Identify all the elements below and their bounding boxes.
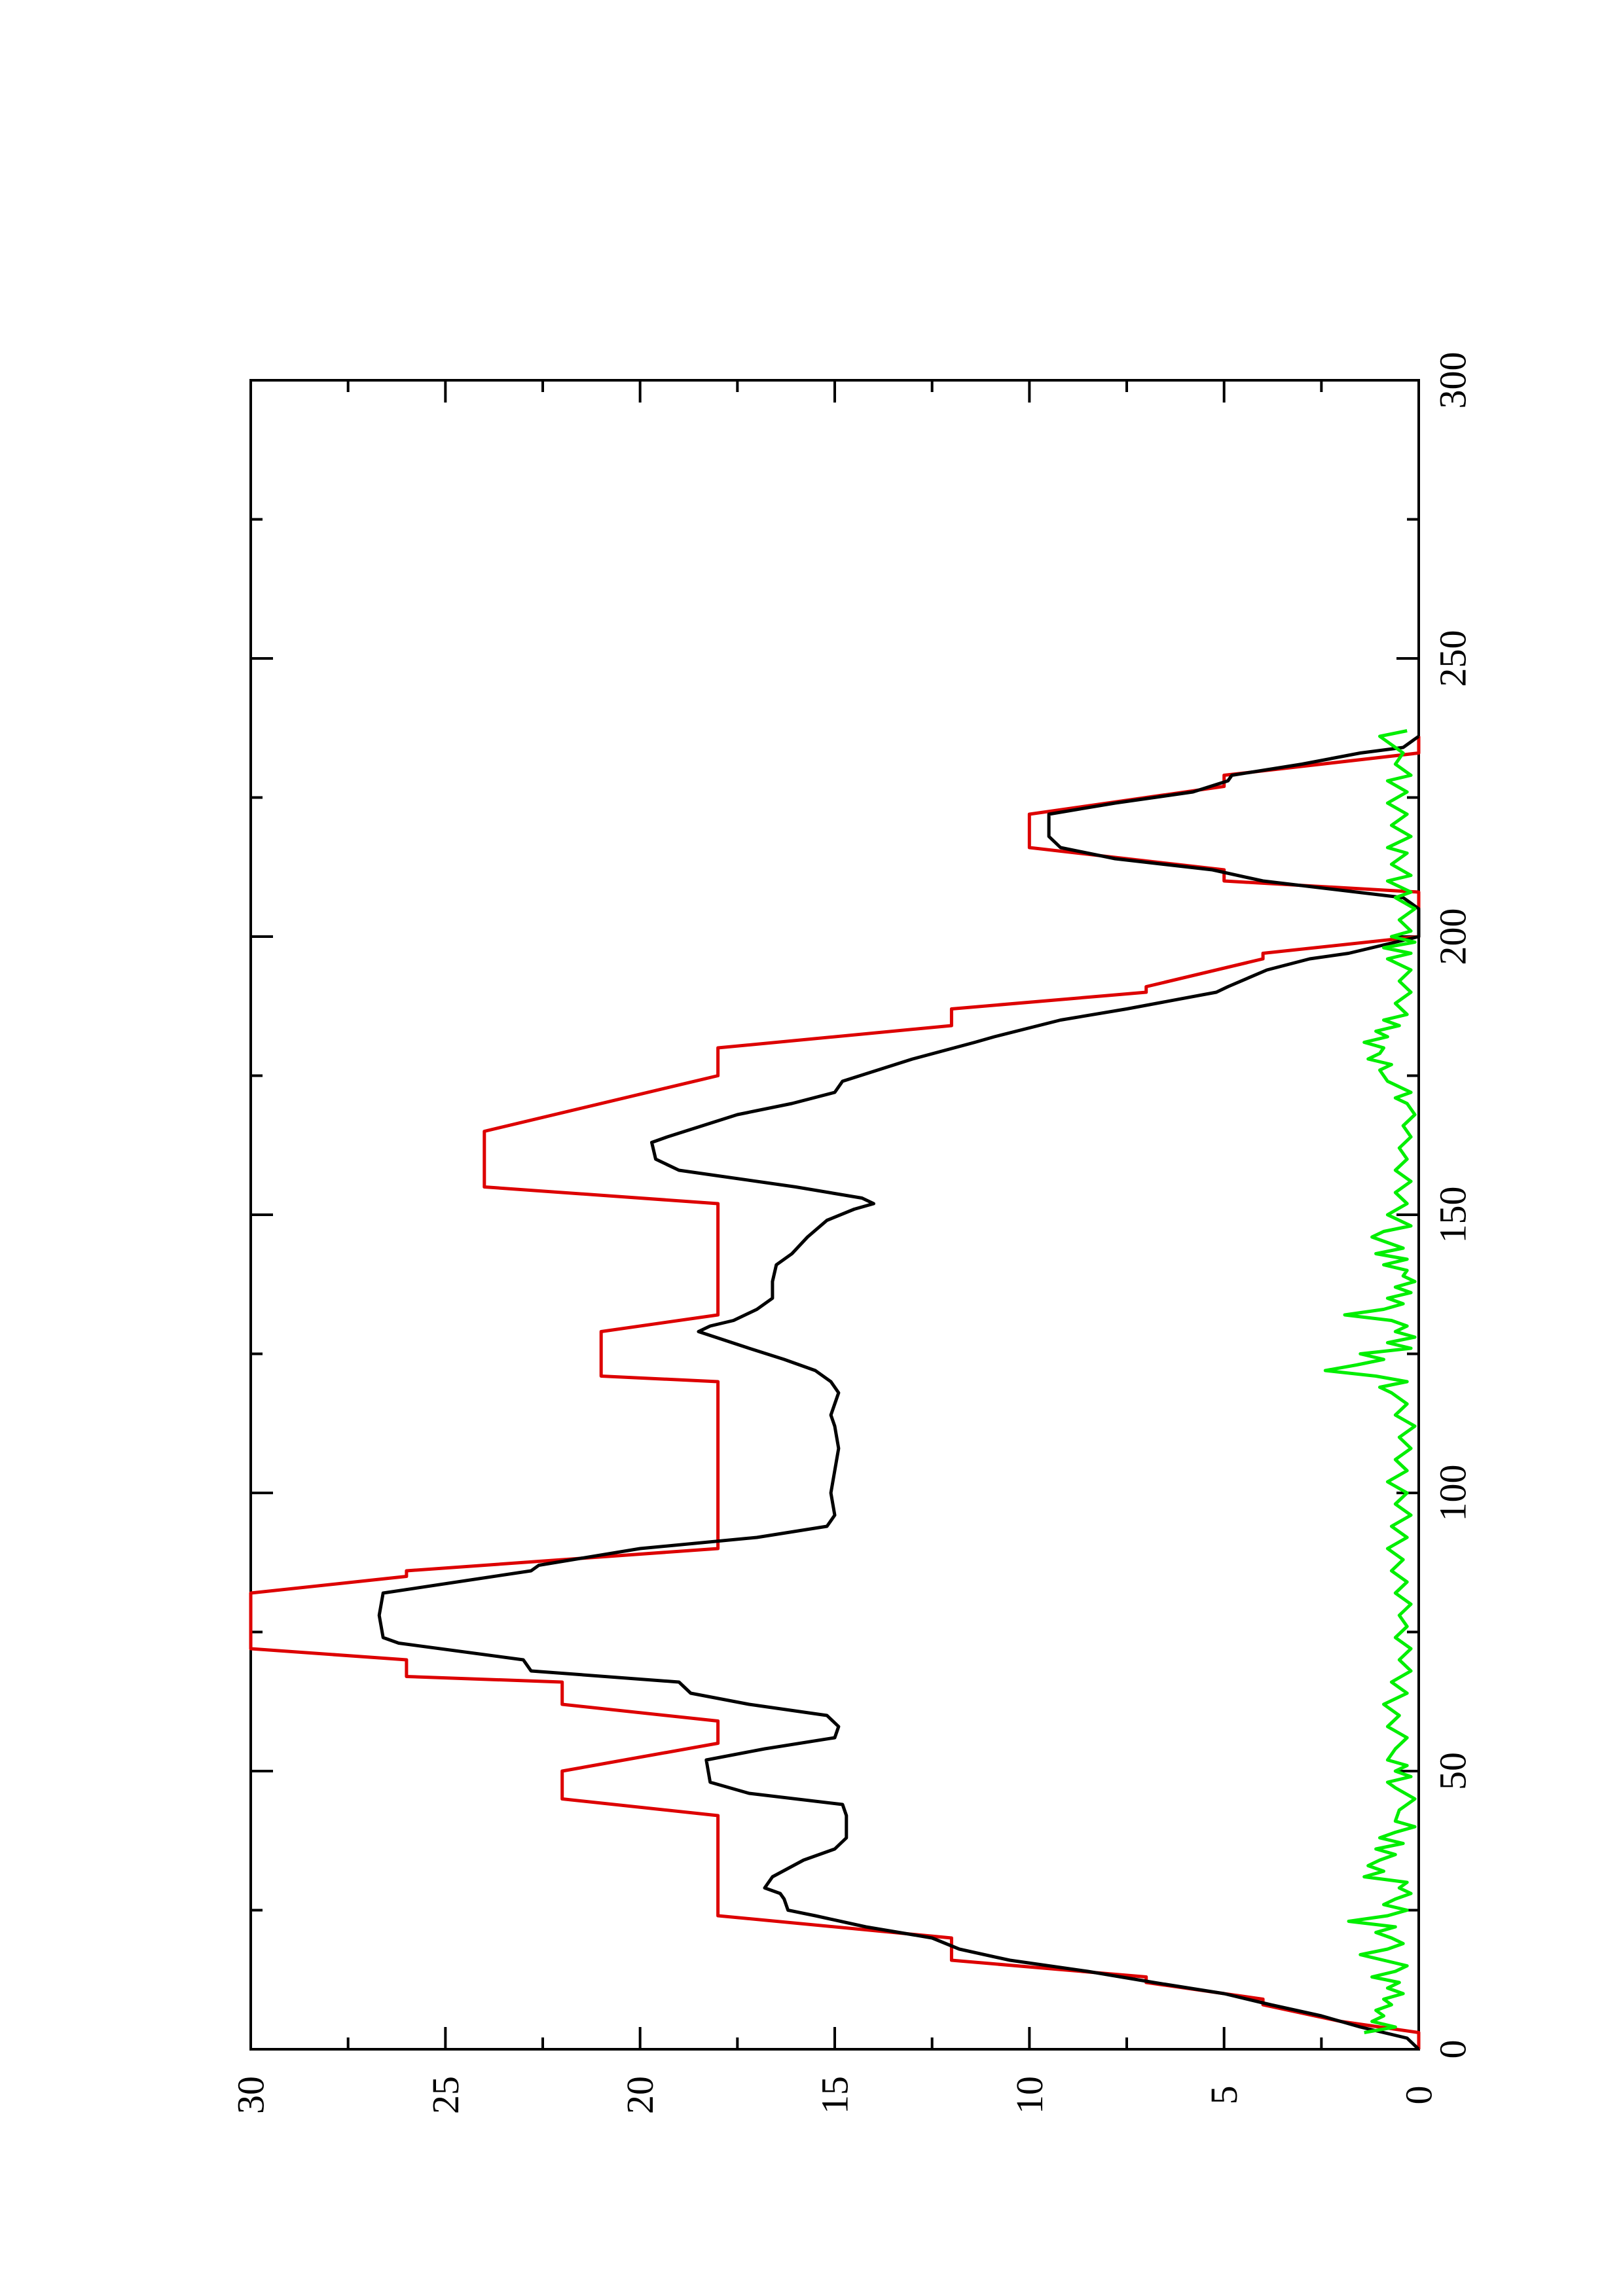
series-line-1 [249,736,1421,2049]
x-tick-label: 0 [1432,2040,1474,2059]
x-tick-label: 300 [1432,352,1474,409]
y-tick-label: 30 [230,2076,272,2114]
x-tick-label: 250 [1432,630,1474,687]
x-tick-label: 150 [1432,1187,1474,1244]
x-tick-label: 100 [1432,1465,1474,1522]
x-tick-label: 50 [1432,1752,1474,1790]
y-tick-label: 20 [619,2076,661,2114]
plot-area: 0 50 100 150 200 250 300 0 5 10 15 20 25 30 [230,352,1474,2115]
series-lines [249,729,1421,2051]
tick-marks [249,379,1420,2051]
tick-labels: 0 50 100 150 200 250 300 0 5 10 15 20 25 30 [230,352,1474,2115]
y-tick-label: 15 [814,2076,856,2114]
series-line-3 [1323,729,1417,2034]
series-line-2 [377,734,1421,2051]
y-tick-label: 10 [1008,2076,1051,2114]
y-tick-label: 0 [1398,2086,1440,2105]
y-tick-label: 5 [1203,2086,1245,2105]
y-tick-label: 25 [424,2076,467,2114]
x-tick-label: 200 [1432,908,1474,965]
plot-frame [249,379,1420,2051]
